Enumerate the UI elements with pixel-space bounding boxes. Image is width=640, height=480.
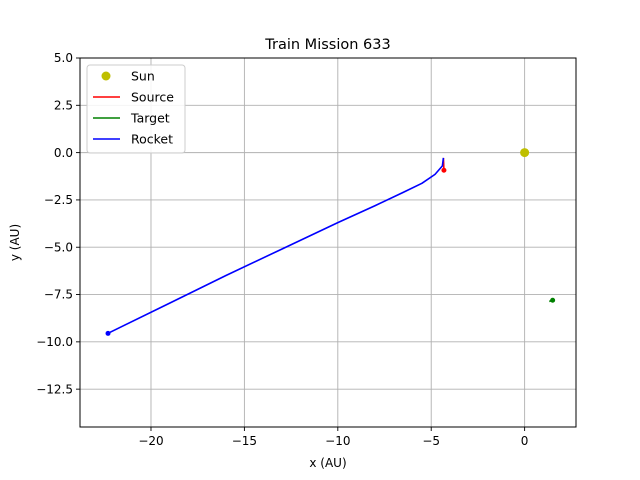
y-tick-label: −2.5 (44, 193, 73, 207)
source-position-marker (441, 167, 447, 173)
x-tick-label: 0 (521, 434, 529, 448)
x-tick-label: −5 (422, 434, 440, 448)
y-tick-label: −7.5 (44, 288, 73, 302)
legend-box (86, 64, 186, 154)
x-tick-label: −15 (232, 434, 257, 448)
ticks: −20 −15 −10 −5 0 5.0 2.5 0.0 −2.5 −5.0 −7.5 −10.0 −1… (36, 51, 528, 448)
x-tick-label: −20 (138, 434, 163, 448)
rocket-trajectory-line (107, 157, 445, 335)
rocket-position-marker (105, 330, 111, 336)
y-tick-label: 2.5 (54, 99, 73, 113)
y-tick-label: −10.0 (36, 335, 73, 349)
legend: Sun Source Target Rocket (86, 64, 186, 154)
y-tick-label: −5.0 (44, 240, 73, 254)
legend-target-label: Target (130, 111, 170, 126)
x-axis-label: x (AU) (309, 456, 346, 470)
legend-rocket-label: Rocket (131, 132, 173, 147)
sun-marker (520, 148, 530, 158)
chart-title: Train Mission 633 (264, 37, 390, 53)
x-tick-label: −10 (325, 434, 350, 448)
plot-marks (105, 148, 556, 336)
legend-sun-marker (101, 71, 111, 81)
y-tick-label: 0.0 (54, 146, 73, 160)
target-position-marker (550, 297, 556, 303)
legend-sun-label: Sun (131, 69, 155, 84)
plot-frame (79, 57, 577, 428)
y-axis-label: y (AU) (8, 224, 22, 261)
y-tick-label: 5.0 (54, 51, 73, 65)
y-tick-label: −12.5 (36, 382, 73, 396)
legend-source-label: Source (131, 90, 174, 105)
